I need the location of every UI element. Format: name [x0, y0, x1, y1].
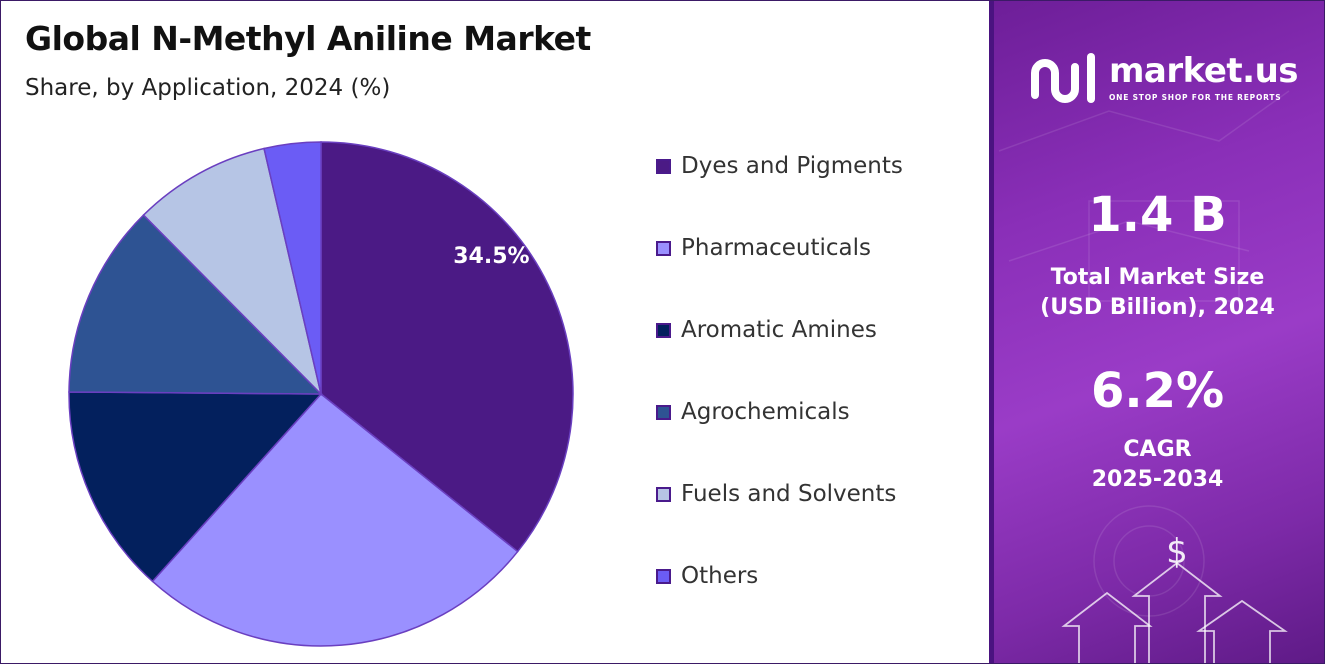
- legend-label: Others: [681, 563, 759, 589]
- brand-logo: market.us ONE STOP SHOP FOR THE REPORTS: [1029, 49, 1309, 109]
- legend-item-agrochemicals: Agrochemicals: [656, 397, 976, 427]
- market-us-logo-icon: [1031, 53, 1095, 103]
- legend-label: Fuels and Solvents: [681, 481, 897, 507]
- brand-tagline: ONE STOP SHOP FOR THE REPORTS: [1109, 93, 1282, 102]
- legend-swatch: [656, 486, 671, 502]
- pie-slice-fuels-and-solvents: [142, 147, 323, 397]
- legend-label: Dyes and Pigments: [681, 153, 903, 179]
- pie-slice-dyes-and-pigments: [320, 141, 574, 553]
- stats-panel: $ market.us ONE STOP SHOP FOR THE REPORT…: [989, 1, 1324, 663]
- market-size-label-1: Total Market Size: [1050, 265, 1265, 290]
- panel-divider: [989, 1, 994, 663]
- legend-swatch: [656, 240, 671, 256]
- legend-label: Aromatic Amines: [681, 317, 877, 343]
- dollar-sign-icon: $: [1166, 532, 1188, 572]
- chart-subtitle: Share, by Application, 2024 (%): [25, 75, 391, 101]
- market-size-label-2: (USD Billion), 2024: [1040, 295, 1275, 320]
- cagr-label-2: 2025-2034: [1091, 467, 1224, 492]
- legend-item-others: Others: [656, 561, 976, 591]
- brand-name: market.us: [1109, 51, 1299, 91]
- legend-label: Agrochemicals: [681, 399, 850, 425]
- legend-swatch: [656, 568, 671, 584]
- legend-swatch: [656, 404, 671, 420]
- chart-title: Global N-Methyl Aniline Market: [25, 19, 591, 58]
- cagr-label-1: CAGR: [1123, 437, 1192, 462]
- legend-swatch: [656, 158, 671, 174]
- pie-slice-agrochemicals: [68, 214, 323, 395]
- legend-swatch: [656, 322, 671, 338]
- legend-label: Pharmaceuticals: [681, 235, 871, 261]
- growth-arrows-icon: [1061, 561, 1288, 663]
- legend-item-aromatic-amines: Aromatic Amines: [656, 315, 976, 345]
- legend-item-pharmaceuticals: Pharmaceuticals: [656, 233, 976, 263]
- legend-item-fuels-and-solvents: Fuels and Solvents: [656, 479, 976, 509]
- pie-slice-pharmaceuticals: [151, 392, 519, 647]
- cagr-value: 6.2%: [1090, 363, 1225, 419]
- background-decoration: $: [998, 90, 1290, 663]
- pie-slice-aromatic-amines: [68, 391, 323, 583]
- chart-panel: Global N-Methyl Aniline Market Share, by…: [1, 1, 989, 663]
- legend-item-dyes-and-pigments: Dyes and Pigments: [656, 151, 976, 181]
- pie-chart: 34.5%: [68, 141, 574, 647]
- pie-data-label: 34.5%: [453, 244, 529, 269]
- market-size-value: 1.4 B: [1088, 187, 1227, 243]
- pie-slice-others: [263, 141, 322, 395]
